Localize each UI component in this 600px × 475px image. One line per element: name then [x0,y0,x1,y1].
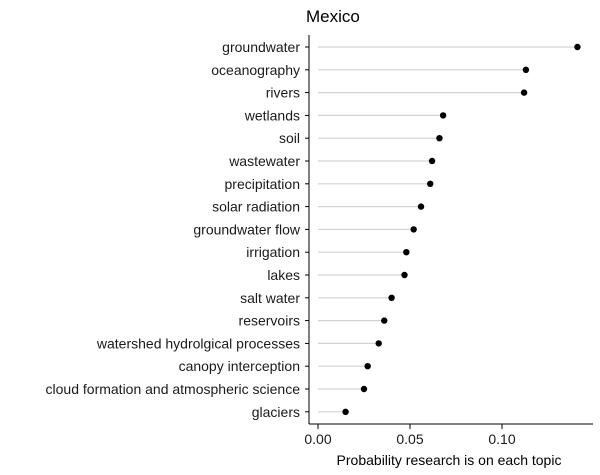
category-label: soil [279,130,300,146]
category-label: irrigation [246,244,300,260]
point-layer [342,43,581,415]
x-tick-label: 0.10 [488,431,515,447]
category-label: reservoirs [239,313,300,329]
category-label: wetlands [244,107,300,123]
data-point [403,249,410,256]
segment-layer [318,46,578,413]
category-label: lakes [267,267,300,283]
category-label: canopy interception [179,358,300,374]
category-label: wastewater [228,153,300,169]
data-point [375,340,382,347]
category-label: rivers [266,85,300,101]
x-tick-label: 0.00 [304,431,331,447]
category-label: groundwater flow [193,221,301,237]
data-point [522,66,530,74]
x-axis-ticks: 0.00 0.05 0.10 [304,424,516,447]
data-point [427,180,434,187]
category-label: cloud formation and atmospheric science [46,381,301,397]
data-point [520,89,528,96]
data-point [574,43,581,51]
x-axis-title: Probability research is on each topic [337,452,562,468]
category-label: glaciers [252,404,300,420]
category-label: salt water [240,290,300,306]
data-point [401,271,408,279]
data-point [342,408,349,415]
data-point [417,203,425,210]
x-tick-label: 0.05 [396,431,423,447]
data-point [410,226,417,233]
data-point [436,135,443,142]
category-label: precipitation [225,176,301,192]
category-label: oceanography [211,62,300,78]
category-label: groundwater [222,39,300,55]
chart-title: Mexico [306,7,360,26]
data-point [388,294,395,301]
category-labels: groundwater oceanography rivers wetlands soi… [46,39,309,420]
data-point [381,317,388,324]
data-point [439,112,447,119]
category-label: solar radiation [212,199,300,215]
data-point [360,385,368,393]
data-point [364,363,371,370]
data-point [428,157,436,165]
category-label: watershed hydrolgical processes [96,335,300,351]
